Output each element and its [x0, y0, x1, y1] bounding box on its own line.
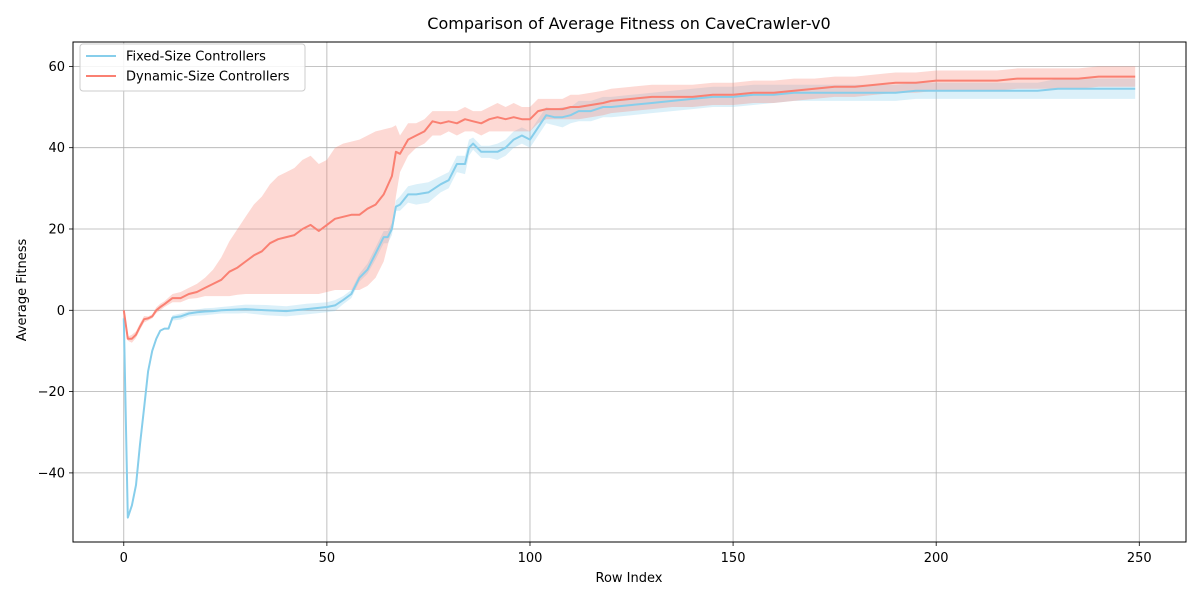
band-dynamic — [123, 66, 1136, 343]
x-tick-label: 250 — [1127, 551, 1152, 566]
x-tick-label: 200 — [924, 551, 949, 566]
x-axis-label: Row Index — [596, 571, 663, 586]
plot-frame — [72, 41, 1187, 543]
band-fixed — [123, 78, 1136, 518]
y-tick-label: 0 — [57, 304, 65, 319]
y-tick-label: −20 — [38, 385, 65, 400]
x-tick-label: 50 — [319, 551, 336, 566]
y-tick-label: 20 — [48, 222, 65, 237]
x-tick-label: 0 — [120, 551, 128, 566]
legend-label-dynamic: Dynamic-Size Controllers — [126, 70, 290, 85]
series-line-dynamic — [122, 75, 1136, 340]
y-tick-label: 60 — [48, 60, 65, 75]
y-axis-label: Average Fitness — [15, 239, 30, 342]
series-line-fixed — [122, 87, 1136, 519]
y-tick-label: 40 — [48, 141, 65, 156]
legend-box — [79, 43, 306, 92]
confidence-bands — [123, 66, 1136, 518]
x-tick-label: 150 — [721, 551, 746, 566]
legend-label-fixed: Fixed-Size Controllers — [126, 50, 266, 65]
legend: Fixed-Size Controllers Dynamic-Size Cont… — [79, 43, 306, 92]
axis-ticks: 0 50 100 150 200 250 −40 −20 0 20 40 60 — [38, 60, 1152, 566]
x-tick-label: 100 — [518, 551, 543, 566]
series-lines — [122, 75, 1136, 519]
chart-title: Comparison of Average Fitness on CaveCra… — [427, 14, 830, 33]
y-tick-label: −40 — [38, 466, 65, 481]
